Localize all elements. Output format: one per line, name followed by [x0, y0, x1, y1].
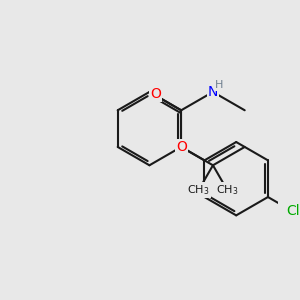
- Text: Cl: Cl: [286, 204, 299, 218]
- Text: H: H: [215, 80, 223, 90]
- Text: CH$_3$: CH$_3$: [188, 183, 210, 197]
- Text: CH$_3$: CH$_3$: [216, 183, 239, 197]
- Text: N: N: [208, 85, 218, 99]
- Text: O: O: [176, 140, 187, 154]
- Text: O: O: [150, 87, 161, 101]
